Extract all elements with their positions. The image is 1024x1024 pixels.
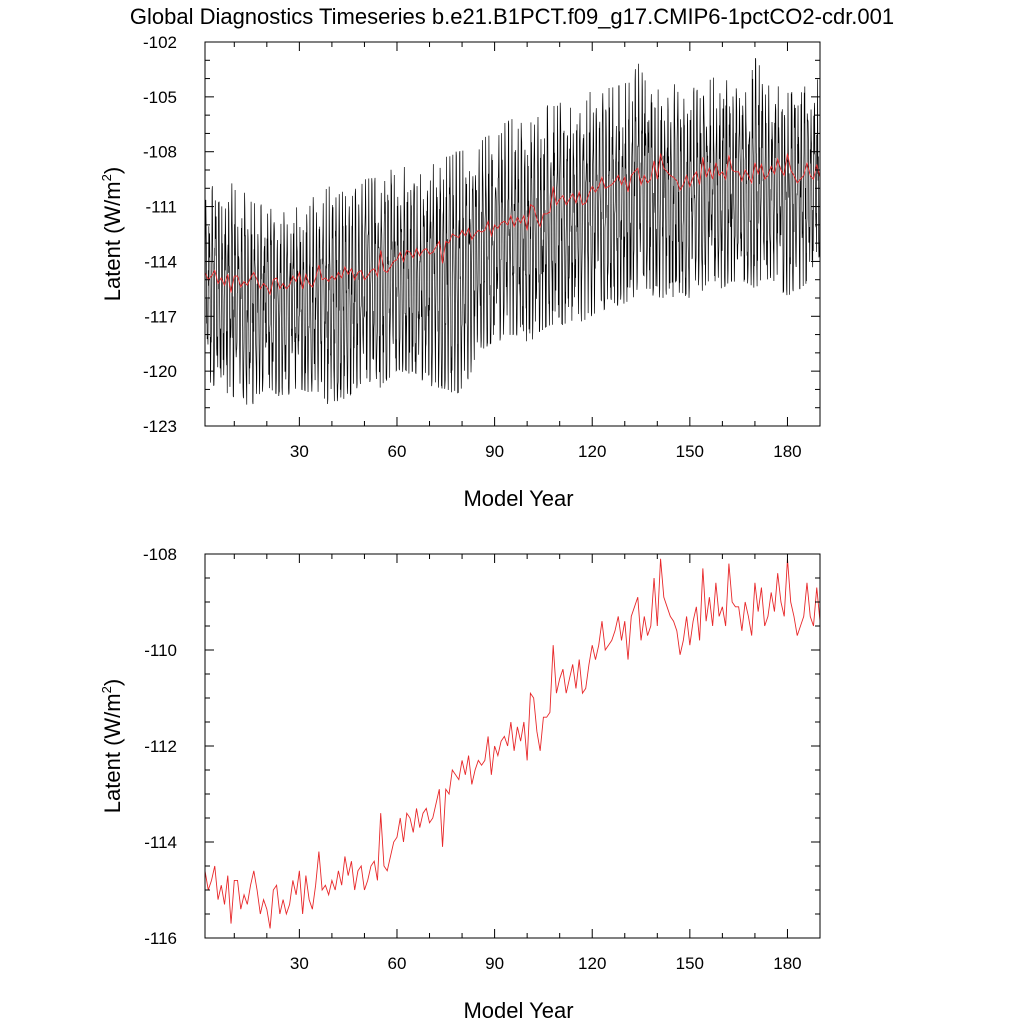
annual-mean-series-line	[205, 153, 820, 296]
plot-frame	[204, 553, 821, 939]
monthly-series-line	[205, 58, 820, 405]
y-tick-label: -111	[145, 198, 177, 217]
x-tick-label: 180	[773, 954, 801, 973]
x-axis-label: Model Year	[463, 486, 573, 511]
bottom-panel: 30 60 90 120 150 180 -116 -114 -112 -110 -108 Model…	[99, 545, 821, 1023]
y-tick-label: -102	[143, 33, 177, 52]
y-tick-label: -114	[144, 833, 177, 852]
y-tick-label: -108	[143, 143, 177, 162]
y-tick-label: -114	[144, 252, 177, 271]
y-tick-label: -110	[144, 641, 177, 660]
plot-area	[205, 58, 820, 405]
y-tick-label: -105	[143, 88, 177, 107]
y-axis-label: Latent (W/m2)	[99, 167, 125, 301]
x-tick-label: 60	[388, 954, 407, 973]
plot-area	[205, 558, 820, 929]
x-tick-label: 90	[485, 442, 504, 461]
x-tick-label: 30	[290, 442, 309, 461]
x-tick-label: 180	[773, 442, 801, 461]
top-panel: 30 60 90 120 150 180 -123 -120 -117 -114 -111 -108 -…	[99, 33, 821, 511]
x-tick-label: 60	[388, 442, 407, 461]
y-tick-label: -123	[143, 417, 177, 436]
figure-title: Global Diagnostics Timeseries b.e21.B1PC…	[130, 4, 894, 29]
y-tick-label: -108	[143, 545, 177, 564]
y-tick-label: -116	[144, 929, 177, 948]
y-axis-label: Latent (W/m2)	[99, 679, 125, 813]
x-tick-label: 150	[676, 442, 704, 461]
x-tick-label: 150	[676, 954, 704, 973]
annual-mean-series-line	[205, 558, 820, 929]
x-tick-label: 120	[578, 442, 606, 461]
x-tick-label: 30	[290, 954, 309, 973]
y-tick-label: -120	[143, 362, 177, 381]
y-tick-label: -112	[144, 737, 177, 756]
x-tick-label: 120	[578, 954, 606, 973]
x-tick-label: 90	[485, 954, 504, 973]
x-axis-label: Model Year	[463, 998, 573, 1023]
plot-frame	[204, 41, 821, 427]
y-tick-label: -117	[144, 307, 177, 326]
